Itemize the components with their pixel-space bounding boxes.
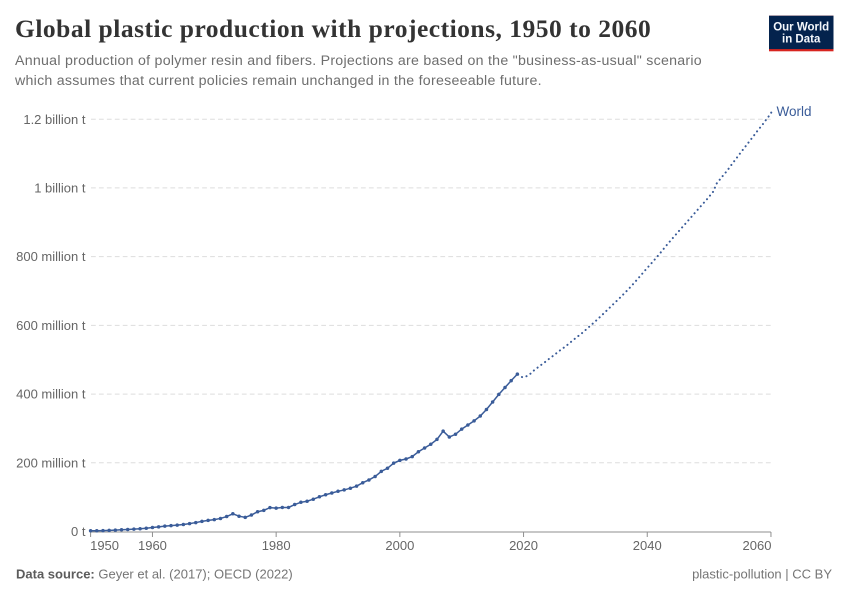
svg-text:1960: 1960 bbox=[138, 538, 167, 553]
svg-text:in Data: in Data bbox=[782, 33, 821, 45]
svg-text:which assumes that current pol: which assumes that current policies rema… bbox=[14, 73, 542, 89]
svg-text:plastic-pollution | CC BY: plastic-pollution | CC BY bbox=[692, 567, 832, 582]
svg-text:1950: 1950 bbox=[90, 538, 119, 553]
svg-text:1980: 1980 bbox=[262, 538, 291, 553]
svg-text:2040: 2040 bbox=[633, 538, 662, 553]
svg-text:Our World: Our World bbox=[773, 22, 829, 34]
svg-text:Data source: Geyer et al. (201: Data source: Geyer et al. (2017); OECD (… bbox=[16, 567, 293, 582]
svg-text:0 t: 0 t bbox=[71, 524, 86, 539]
svg-text:Annual production of polymer r: Annual production of polymer resin and f… bbox=[15, 53, 702, 69]
svg-text:2000: 2000 bbox=[385, 538, 414, 553]
svg-text:600 million t: 600 million t bbox=[16, 318, 86, 333]
svg-text:200 million t: 200 million t bbox=[16, 455, 86, 470]
svg-text:Global plastic production with: Global plastic production with projectio… bbox=[15, 14, 651, 43]
svg-text:1 billion t: 1 billion t bbox=[34, 181, 86, 196]
svg-text:World: World bbox=[777, 104, 812, 119]
svg-text:800 million t: 800 million t bbox=[16, 249, 86, 264]
svg-text:2060: 2060 bbox=[743, 538, 772, 553]
svg-text:2020: 2020 bbox=[509, 538, 538, 553]
svg-text:400 million t: 400 million t bbox=[16, 387, 86, 402]
svg-text:1.2 billion t: 1.2 billion t bbox=[23, 112, 86, 127]
